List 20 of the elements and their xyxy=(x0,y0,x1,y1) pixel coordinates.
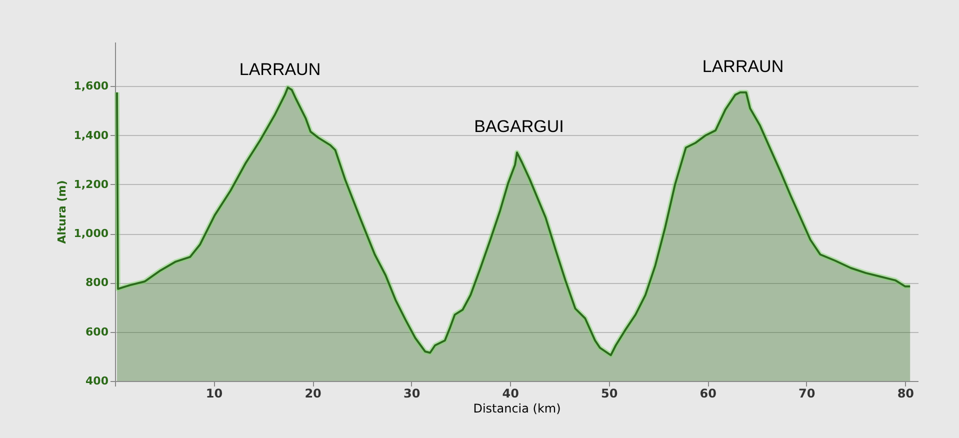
y-axis-title: Altura (m) xyxy=(56,180,69,244)
annotation: LARRAUN xyxy=(702,57,784,76)
x-tick-label: 70 xyxy=(798,386,816,400)
x-tick-label: 40 xyxy=(502,386,519,400)
x-tick-label: 60 xyxy=(700,386,716,400)
y-tick-label: 600 xyxy=(86,325,109,338)
x-tick-label: 80 xyxy=(897,386,914,400)
y-tick-label: 1,600 xyxy=(74,80,109,93)
annotation: BAGARGUI xyxy=(474,117,564,136)
x-tick-label: 20 xyxy=(304,386,322,400)
y-tick-label: 1,200 xyxy=(74,178,109,191)
annotation: LARRAUN xyxy=(239,60,321,79)
x-tick-label: 10 xyxy=(206,386,223,400)
x-axis-title: Distancia (km) xyxy=(473,402,561,416)
y-tick-label: 1,000 xyxy=(74,227,109,240)
y-tick-label: 800 xyxy=(86,276,109,290)
y-tick-label: 400 xyxy=(86,374,109,388)
x-tick-label: 30 xyxy=(403,386,420,400)
x-tick-label: 50 xyxy=(601,386,618,400)
y-tick-label: 1,400 xyxy=(74,128,109,142)
